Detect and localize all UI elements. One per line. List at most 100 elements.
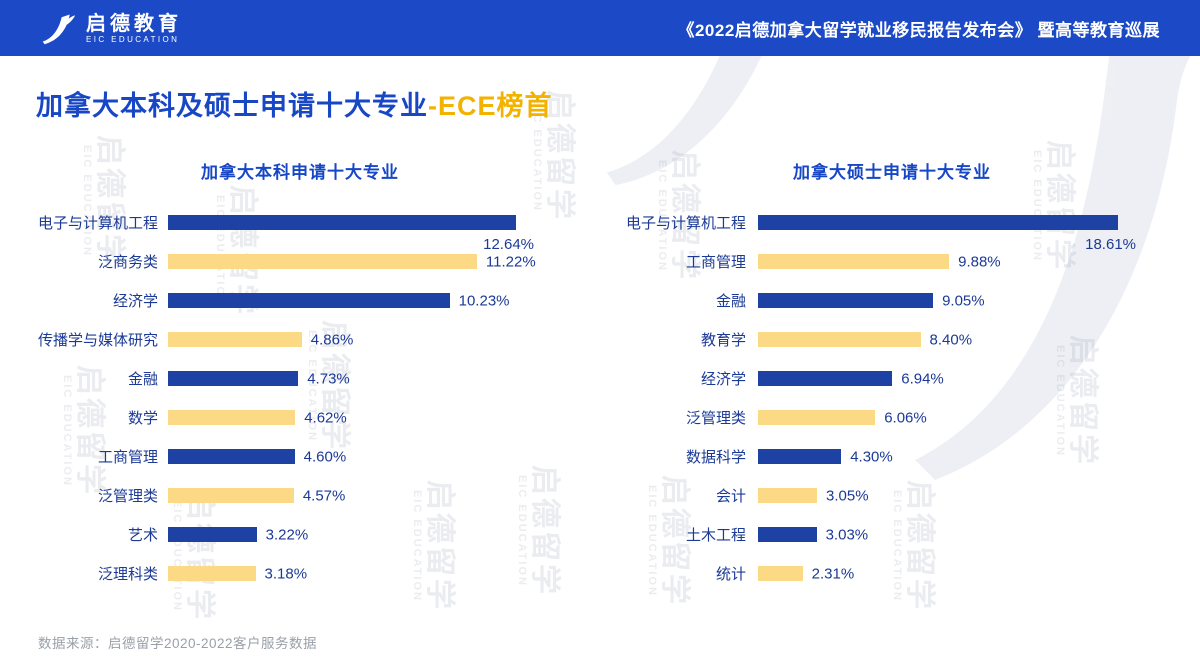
data-source-note: 数据来源：启德留学2020-2022客户服务数据 bbox=[38, 636, 318, 651]
value-label: 3.03% bbox=[825, 526, 869, 543]
page-title: 加拿大本科及硕士申请十大专业-ECE榜首 bbox=[36, 84, 553, 123]
category-label: 经济学 bbox=[700, 371, 746, 388]
chart-row: 数据科学 4.30% bbox=[618, 437, 1118, 476]
bar: 18.61% bbox=[758, 215, 1136, 253]
chart-row: 金融 9.05% bbox=[618, 281, 1118, 320]
category-label: 艺术 bbox=[127, 527, 158, 544]
header-title: 《2022启德加拿大留学就业移民报告发布会》 暨高等教育巡展 bbox=[677, 20, 1160, 40]
bar: 3.03% bbox=[758, 526, 868, 543]
chart-row: 泛理科类 3.18% bbox=[36, 554, 516, 593]
chart-row: 传播学与媒体研究 4.86% bbox=[36, 320, 516, 359]
value-label: 8.40% bbox=[929, 331, 973, 348]
bar-track: 4.86% bbox=[168, 331, 516, 348]
bar-track: 4.30% bbox=[758, 448, 1118, 465]
eic-logo-icon bbox=[42, 14, 76, 45]
value-label: 3.05% bbox=[826, 487, 869, 504]
bar-track: 11.22% bbox=[168, 253, 536, 270]
bar: 3.18% bbox=[168, 565, 307, 582]
category-label: 经济学 bbox=[112, 293, 158, 310]
category-label: 电子与计算机工程 bbox=[37, 215, 158, 232]
bar-track: 10.23% bbox=[168, 292, 516, 309]
value-label: 4.73% bbox=[307, 370, 350, 387]
bar-track: 3.22% bbox=[168, 526, 516, 543]
bar-track: 3.03% bbox=[758, 526, 1118, 543]
bar-track: 6.94% bbox=[758, 370, 1118, 387]
value-label: 10.23% bbox=[458, 292, 510, 309]
header-bar: 启德教育 EIC EDUCATION 《2022启德加拿大留学就业移民报告发布会… bbox=[0, 0, 1200, 56]
chart-row: 经济学 6.94% bbox=[618, 359, 1118, 398]
chart-rows-master: 电子与计算机工程 18.61% 工商管理 9.88% 金融 9.05% 教育学 8.40% 经济… bbox=[618, 203, 1136, 593]
bar: 4.30% bbox=[758, 448, 893, 465]
value-label: 4.86% bbox=[310, 331, 354, 348]
brand-text: 启德教育 EIC EDUCATION bbox=[86, 13, 182, 44]
value-label: 9.05% bbox=[942, 292, 985, 309]
category-label: 泛管理类 bbox=[97, 488, 158, 505]
category-label: 教育学 bbox=[700, 332, 746, 349]
bar: 8.40% bbox=[758, 331, 972, 348]
category-label: 会计 bbox=[715, 488, 746, 505]
chart-row: 泛管理类 4.57% bbox=[36, 476, 516, 515]
bar-track: 4.62% bbox=[168, 409, 516, 426]
chart-row: 泛管理类 6.06% bbox=[618, 398, 1118, 437]
value-label: 6.06% bbox=[884, 409, 927, 426]
chart-row: 电子与计算机工程 12.64% bbox=[36, 203, 534, 253]
bar-track: 6.06% bbox=[758, 409, 1118, 426]
category-label: 工商管理 bbox=[685, 254, 746, 271]
chart-row: 数学 4.62% bbox=[36, 398, 516, 437]
chart-row: 电子与计算机工程 18.61% bbox=[618, 203, 1136, 253]
bar-track: 18.61% bbox=[758, 215, 1136, 253]
category-label: 数据科学 bbox=[685, 449, 746, 466]
category-label: 土木工程 bbox=[685, 527, 746, 544]
bar-track: 3.05% bbox=[758, 487, 1118, 504]
chart-row: 统计 2.31% bbox=[618, 554, 1118, 593]
value-label: 4.57% bbox=[302, 487, 346, 504]
bar-track: 2.31% bbox=[758, 565, 1118, 582]
value-label: 18.61% bbox=[1085, 236, 1136, 253]
chart-row: 泛商务类 11.22% bbox=[36, 242, 536, 281]
value-label: 11.22% bbox=[485, 253, 536, 270]
brand-subtitle: EIC EDUCATION bbox=[86, 34, 180, 44]
bar: 9.88% bbox=[758, 253, 1001, 270]
chart-row: 金融 4.73% bbox=[36, 359, 516, 398]
chart-master: 加拿大硕士申请十大专业 电子与计算机工程 18.61% 工商管理 9.88% 金融 9.0… bbox=[618, 158, 1136, 593]
chart-row: 工商管理 4.60% bbox=[36, 437, 516, 476]
value-label: 2.31% bbox=[811, 565, 855, 582]
bar-track: 12.64% bbox=[168, 215, 534, 253]
bar: 4.62% bbox=[168, 409, 347, 426]
chart-rows-undergraduate: 电子与计算机工程 12.64% 泛商务类 11.22% 经济学 10.23% 传播学与媒体研… bbox=[36, 203, 536, 593]
bar: 4.86% bbox=[168, 331, 353, 348]
value-label: 4.62% bbox=[304, 409, 347, 426]
category-label: 统计 bbox=[715, 566, 746, 583]
bar-track: 3.18% bbox=[168, 565, 516, 582]
value-label: 12.64% bbox=[483, 236, 534, 253]
page-title-accent: -ECE榜首 bbox=[428, 91, 553, 121]
chart-row: 经济学 10.23% bbox=[36, 281, 516, 320]
bar: 6.94% bbox=[758, 370, 944, 387]
bar-track: 4.73% bbox=[168, 370, 516, 387]
bar-track: 9.88% bbox=[758, 253, 1118, 270]
bar: 2.31% bbox=[758, 565, 854, 582]
value-label: 4.30% bbox=[850, 448, 893, 465]
bar-track: 8.40% bbox=[758, 331, 1118, 348]
bar: 3.05% bbox=[758, 487, 869, 504]
category-label: 金融 bbox=[715, 293, 746, 310]
bar: 12.64% bbox=[168, 215, 534, 253]
bar: 6.06% bbox=[758, 409, 927, 426]
bar-track: 9.05% bbox=[758, 292, 1118, 309]
chart-undergraduate: 加拿大本科申请十大专业 电子与计算机工程 12.64% 泛商务类 11.22% 经济学 1… bbox=[36, 158, 536, 593]
bar-track: 4.57% bbox=[168, 487, 516, 504]
value-label: 3.18% bbox=[264, 565, 308, 582]
brand-lockup: 启德教育 EIC EDUCATION bbox=[40, 11, 182, 45]
chart-row: 艺术 3.22% bbox=[36, 515, 516, 554]
chart-title-undergraduate: 加拿大本科申请十大专业 bbox=[201, 163, 399, 182]
category-label: 泛商务类 bbox=[97, 254, 158, 271]
brand-name: 启德教育 bbox=[86, 12, 182, 35]
chart-title-master: 加拿大硕士申请十大专业 bbox=[793, 163, 991, 182]
bar: 10.23% bbox=[168, 292, 510, 309]
category-label: 电子与计算机工程 bbox=[625, 215, 746, 232]
chart-row: 工商管理 9.88% bbox=[618, 242, 1118, 281]
value-label: 4.60% bbox=[303, 448, 347, 465]
value-label: 3.22% bbox=[265, 526, 309, 543]
chart-row: 教育学 8.40% bbox=[618, 320, 1118, 359]
